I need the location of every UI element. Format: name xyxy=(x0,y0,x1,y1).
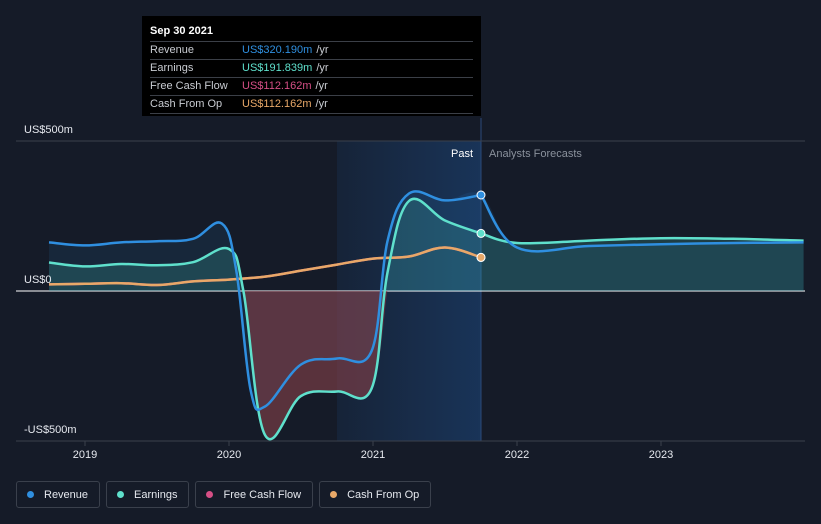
x-tick-label: 2020 xyxy=(217,449,241,461)
y-tick-label: US$500m xyxy=(24,124,73,136)
tooltip-date: Sep 30 2021 xyxy=(150,23,473,42)
tooltip-row-value: US$191.839m xyxy=(242,62,313,74)
tooltip-row-name: Earnings xyxy=(150,62,194,74)
negative-earnings-area xyxy=(243,291,388,440)
cash-from-op-marker xyxy=(476,252,486,262)
revenue-line xyxy=(48,190,482,411)
tooltip-row-unit: /yr xyxy=(316,44,329,56)
tooltip-row-name: Free Cash Flow xyxy=(150,80,228,92)
legend-item-revenue[interactable]: Revenue xyxy=(16,481,101,508)
earnings-area xyxy=(49,198,804,440)
y-tick-label: -US$500m xyxy=(24,424,77,436)
earnings-dot-icon xyxy=(117,491,125,498)
earnings-marker xyxy=(476,228,486,238)
tooltip-row-name: Revenue xyxy=(150,44,195,56)
y-tick-label: US$0 xyxy=(24,274,52,286)
tooltip-row-unit: /yr xyxy=(316,62,329,74)
grid-lines xyxy=(16,140,805,442)
free-cash-flow-dot-icon xyxy=(206,491,214,498)
legend-label: Earnings xyxy=(134,488,178,501)
tooltip-row-value: US$320.190m xyxy=(242,44,313,56)
forecast-zone-label: Analysts Forecasts xyxy=(489,148,582,160)
x-axis-labels: 2019 2020 2021 2022 2023 xyxy=(73,441,673,461)
series-lines xyxy=(48,190,804,441)
tooltip-row-earnings: Earnings US$191.839m /yr xyxy=(150,60,473,78)
tooltip-row-value: US$112.162m xyxy=(242,80,312,92)
cash-from-op-dot-icon xyxy=(330,491,338,498)
tooltip-row-name: Cash From Op xyxy=(150,98,223,110)
legend-item-free-cash-flow[interactable]: Free Cash Flow xyxy=(195,481,314,508)
data-tooltip: Sep 30 2021 Revenue US$320.190m /yr Earn… xyxy=(142,16,481,116)
tooltip-row-value: US$112.162m xyxy=(242,98,312,110)
x-tick-label: 2019 xyxy=(73,449,97,461)
revenue-marker xyxy=(476,190,486,200)
earnings-forecast-line xyxy=(480,232,804,245)
tooltip-row-free-cash-flow: Free Cash Flow US$112.162m /yr xyxy=(150,78,473,96)
tooltip-row-unit: /yr xyxy=(315,98,328,110)
x-tick-label: 2022 xyxy=(505,449,529,461)
hover-markers xyxy=(476,190,486,262)
earnings-line xyxy=(48,197,482,441)
legend-item-cash-from-op[interactable]: Cash From Op xyxy=(319,481,432,508)
y-axis-labels: US$500m US$0 -US$500m xyxy=(24,124,77,436)
tooltip-row-cash-from-op: Cash From Op US$112.162m /yr xyxy=(150,96,473,114)
legend-label: Free Cash Flow xyxy=(223,488,302,501)
tooltip-row-unit: /yr xyxy=(315,80,328,92)
revenue-forecast-line xyxy=(479,194,804,253)
revenue-dot-icon xyxy=(27,491,34,498)
legend-label: Cash From Op xyxy=(347,488,420,501)
tooltip-row-revenue: Revenue US$320.190m /yr xyxy=(150,42,473,60)
legend-item-earnings[interactable]: Earnings xyxy=(106,481,190,508)
past-zone-label: Past xyxy=(451,148,473,160)
x-tick-label: 2023 xyxy=(649,449,673,461)
cash-from-op-line xyxy=(48,246,482,287)
legend-label: Revenue xyxy=(44,488,89,501)
x-tick-label: 2021 xyxy=(361,449,385,461)
chart-legend: Revenue Earnings Free Cash Flow Cash Fro… xyxy=(16,481,432,508)
